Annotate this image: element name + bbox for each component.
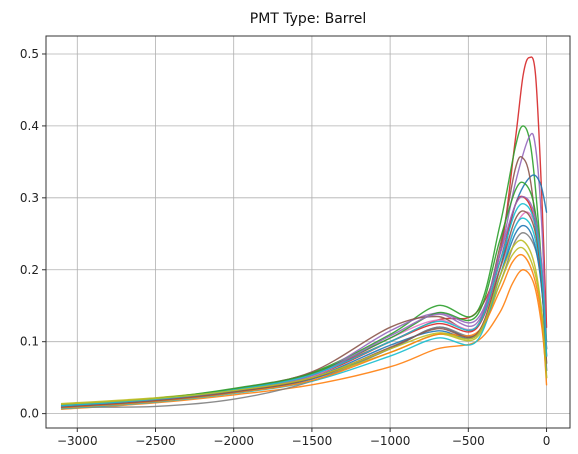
series-line-4	[60, 174, 548, 408]
x-tick-label: −2000	[213, 434, 254, 448]
y-tick-label: 0.1	[20, 335, 39, 349]
x-axis: −3000 −2500 −2000 −1500 −1000 −500 0	[57, 428, 550, 448]
x-tick-label: −500	[452, 434, 485, 448]
x-tick-label: −1000	[370, 434, 411, 448]
series-line-10	[60, 217, 548, 410]
x-tick-label: 0	[543, 434, 551, 448]
x-tick-label: −1500	[292, 434, 333, 448]
chart-title: PMT Type: Barrel	[250, 11, 367, 27]
series-line-6	[60, 155, 548, 407]
plot-frame	[45, 35, 571, 429]
y-tick-label: 0.2	[20, 263, 39, 277]
series-group	[60, 56, 548, 410]
x-tick-label: −2500	[135, 434, 176, 448]
grid	[46, 36, 570, 428]
y-tick-label: 0.5	[20, 47, 39, 61]
y-axis: 0.0 0.1 0.2 0.3 0.4 0.5	[20, 47, 46, 421]
series-line-16	[60, 210, 548, 408]
series-line-2	[60, 125, 548, 406]
series-line-12	[60, 181, 548, 408]
y-tick-label: 0.3	[20, 191, 39, 205]
series-line-3	[60, 132, 548, 409]
y-tick-label: 0.0	[20, 407, 39, 421]
series-line-18	[60, 239, 548, 405]
series-line-1	[60, 56, 548, 408]
series-line-5	[60, 269, 548, 410]
y-tick-label: 0.4	[20, 119, 39, 133]
x-tick-label: −3000	[57, 434, 98, 448]
